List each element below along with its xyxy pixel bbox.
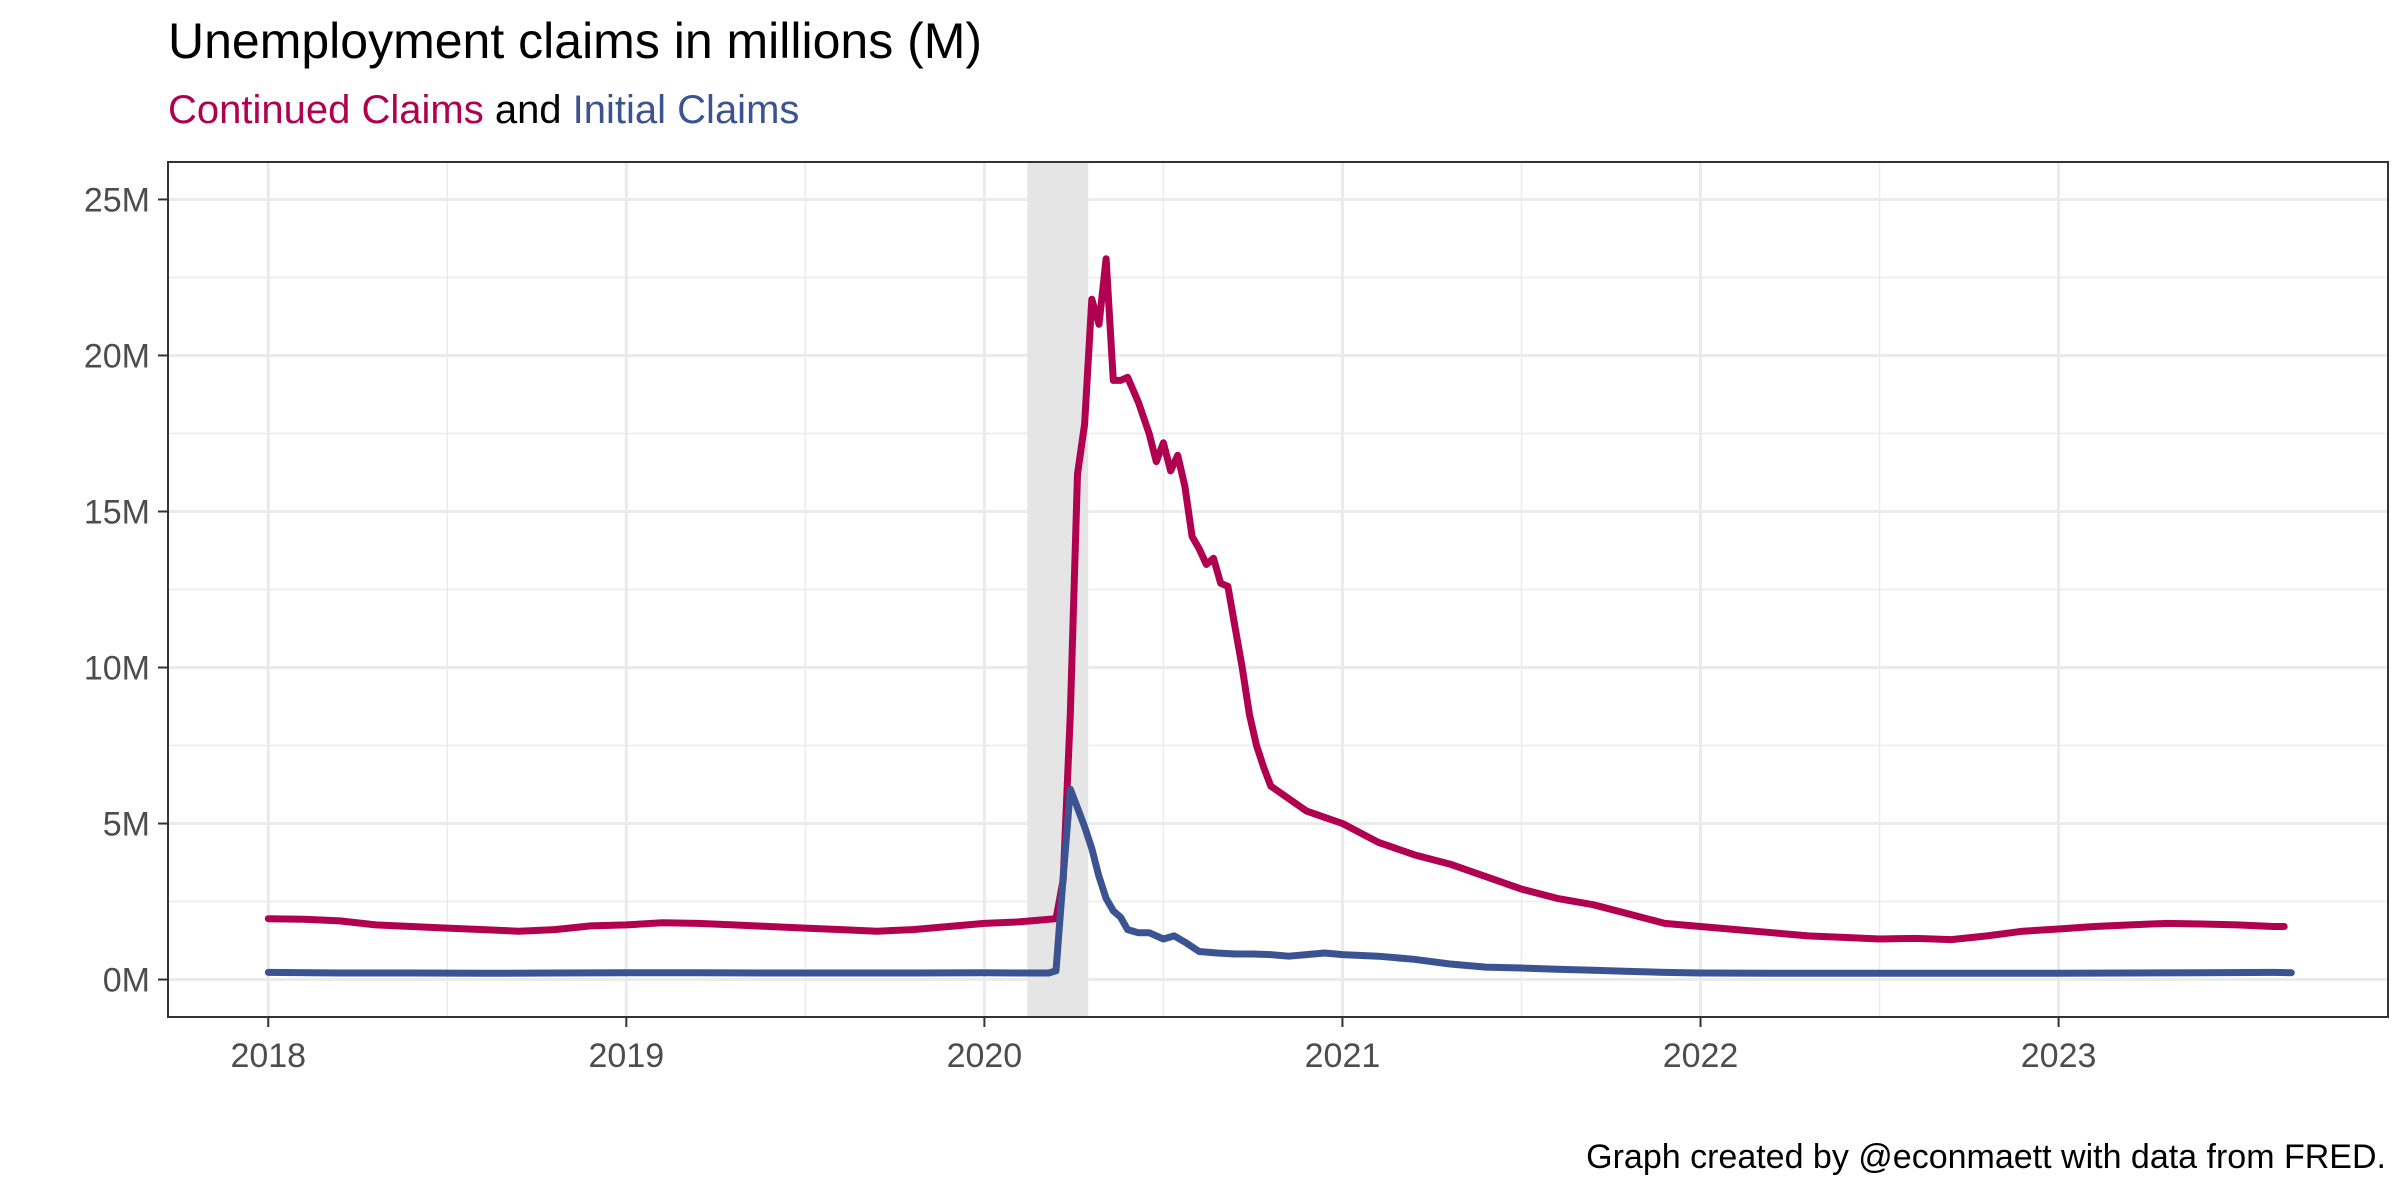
- x-tick-label: 2022: [1663, 1037, 1739, 1075]
- y-tick-label: 5M: [103, 806, 150, 844]
- y-tick-label: 15M: [84, 493, 150, 531]
- axis-layer: 0M 5M 10M 15M 20M 25M 2018 2019 2020 2021 2022 2023: [84, 161, 2389, 1075]
- x-tick-label: 2023: [2021, 1037, 2097, 1075]
- x-tick-label: 2020: [947, 1037, 1023, 1075]
- subtitle-continued-claims: Continued Claims: [168, 88, 484, 132]
- initial-claims-line: [264, 785, 2295, 977]
- recession-band: [1027, 162, 1089, 1017]
- subtitle-initial-claims: Initial Claims: [572, 88, 800, 132]
- continued-claims-line: [264, 255, 2288, 944]
- x-tick-label: 2018: [230, 1037, 306, 1075]
- y-tick-label: 25M: [84, 181, 150, 219]
- y-tick-label: 20M: [84, 337, 150, 375]
- y-tick-label: 10M: [84, 650, 150, 688]
- subtitle-connector: and: [483, 88, 573, 132]
- series-layer: [264, 255, 2295, 977]
- recession-band-layer: [1027, 162, 1089, 1017]
- chart-title: Unemployment claims in millions (M): [168, 13, 983, 69]
- chart-caption: Graph created by @econmaett with data fr…: [1586, 1138, 2386, 1176]
- grid-layer: [168, 162, 2388, 1017]
- y-tick-label: 0M: [103, 962, 150, 1000]
- chart-subtitle: Continued Claims and Initial Claims: [168, 88, 799, 133]
- panel-border: [167, 161, 2389, 1018]
- x-tick-label: 2019: [589, 1037, 665, 1075]
- x-tick-label: 2021: [1305, 1037, 1381, 1075]
